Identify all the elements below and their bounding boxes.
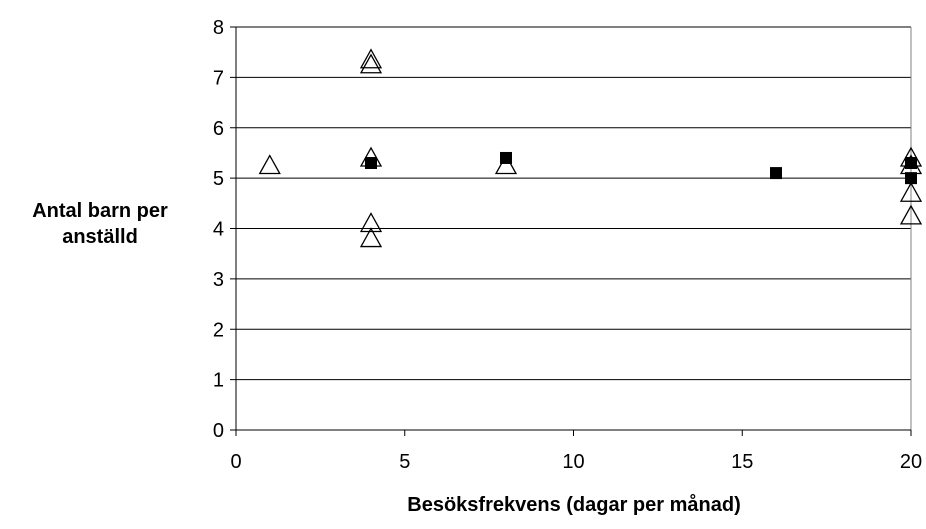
triangle-point-10 — [899, 204, 923, 225]
triangle-point-1 — [359, 48, 383, 69]
y-tick-label-2: 2 — [213, 319, 224, 341]
x-tick-label-5: 5 — [399, 451, 410, 473]
y-tick-label-1: 1 — [213, 370, 224, 392]
triangle-point-0 — [258, 154, 281, 175]
axes — [230, 26, 912, 436]
x-tick-label-0: 0 — [230, 451, 241, 473]
square-point-1 — [500, 151, 512, 164]
triangle-point-4 — [359, 212, 383, 233]
y-tick-label-7: 7 — [213, 67, 224, 89]
y-axis-label-line-1: Antal barn per — [32, 200, 168, 222]
triangle-point-9 — [899, 181, 923, 202]
y-axis-label-line-2: anställd — [62, 226, 138, 248]
square-point-2 — [770, 167, 782, 180]
triangle-point-6 — [494, 154, 518, 175]
x-axis-label: Besöksfrekvens (dagar per månad) — [407, 494, 741, 516]
y-tick-label-8: 8 — [213, 17, 224, 39]
square-point-3 — [905, 157, 917, 170]
triangle-point-2 — [359, 53, 383, 74]
gridlines — [236, 26, 911, 381]
x-tick-label-20: 20 — [900, 451, 922, 473]
y-axis-label: Antal barn per anställd — [0, 198, 200, 250]
x-tick-label-10: 10 — [562, 451, 584, 473]
square-point-4 — [905, 172, 917, 185]
x-tick-label-15: 15 — [731, 451, 753, 473]
y-tick-label-4: 4 — [213, 219, 224, 241]
square-point-0 — [365, 157, 377, 170]
data-points — [258, 48, 923, 248]
tick-labels: 0 1 2 3 4 5 6 7 8 0 5 10 15 20 — [213, 17, 922, 473]
triangle-point-5 — [359, 227, 383, 248]
y-tick-label-0: 0 — [213, 420, 224, 442]
y-tick-label-5: 5 — [213, 168, 224, 190]
y-tick-label-6: 6 — [213, 118, 224, 140]
y-tick-label-3: 3 — [213, 269, 224, 291]
